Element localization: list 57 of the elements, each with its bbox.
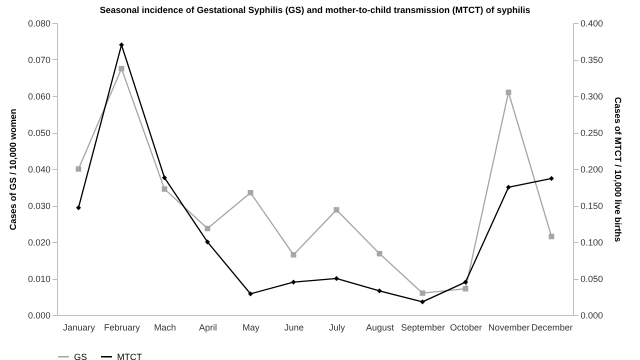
y-tick-label: 0.010 — [28, 274, 50, 284]
x-tick-label: June — [284, 322, 304, 332]
y-axis-title: Cases of GS / 10,000 women — [8, 108, 18, 230]
x-tick-label: January — [62, 322, 96, 332]
y-tick-label: 0.070 — [28, 55, 50, 65]
x-tick-label: August — [366, 322, 395, 332]
x-tick-label: February — [104, 322, 141, 332]
chart-title: Seasonal incidence of Gestational Syphilis (GS) and mother-to-child transmission (MTCT) of syphilis — [100, 5, 530, 15]
point — [248, 190, 254, 196]
y-tick-label: 0.050 — [28, 128, 50, 138]
point — [162, 175, 167, 180]
point — [549, 176, 554, 181]
point — [118, 66, 124, 72]
point — [291, 280, 296, 285]
y2-tick-label: 0.350 — [580, 55, 604, 65]
legend-label: GS — [74, 352, 88, 360]
point — [205, 240, 210, 244]
point — [548, 234, 554, 240]
y2-axis-title: Cases of MTCT / 10,000 live births — [613, 96, 624, 242]
x-tick-label: September — [400, 322, 446, 332]
point — [462, 286, 468, 292]
y-tick-label: 0.080 — [28, 18, 50, 28]
point — [506, 184, 511, 190]
y2-tick-label: 0.400 — [580, 18, 604, 28]
y-tick-label: 0.040 — [28, 164, 50, 174]
x-tick-label: July — [328, 322, 346, 332]
point — [248, 291, 253, 296]
y2-tick-label: 0.200 — [580, 164, 604, 174]
point — [290, 252, 296, 258]
point — [334, 207, 340, 213]
point — [420, 299, 425, 304]
x-tick-label: October — [450, 322, 482, 332]
y-tick-label: 0.060 — [28, 92, 50, 102]
legend-label: MTCT — [117, 352, 142, 360]
y-tick-label: 0.030 — [28, 201, 50, 211]
y-tick-label: 0.000 — [28, 310, 50, 320]
point — [76, 205, 81, 210]
point — [162, 186, 168, 192]
x-tick-label: Mach — [154, 322, 176, 332]
y2-tick-label: 0.000 — [580, 310, 604, 320]
point — [506, 90, 512, 96]
y2-tick-label: 0.150 — [580, 201, 604, 211]
x-tick-label: November — [488, 322, 530, 332]
y2-tick-label: 0.100 — [580, 238, 604, 248]
point — [376, 250, 382, 256]
point — [463, 280, 468, 285]
x-tick-label: April — [198, 322, 218, 332]
point — [334, 276, 339, 281]
y2-tick-label: 0.250 — [580, 128, 604, 138]
point — [377, 288, 382, 294]
y2-tick-label: 0.050 — [580, 274, 604, 284]
point — [119, 42, 124, 48]
y2-tick-label: 0.300 — [580, 92, 604, 102]
x-tick-label: May — [242, 322, 260, 332]
point — [420, 290, 426, 296]
x-tick-label: December — [531, 322, 573, 332]
y-tick-label: 0.020 — [28, 238, 50, 248]
